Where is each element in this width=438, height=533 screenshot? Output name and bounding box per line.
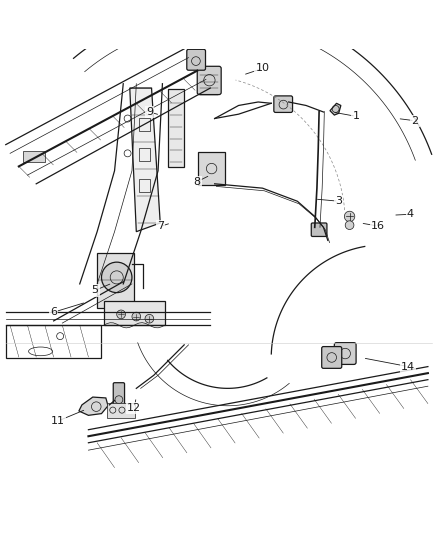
Circle shape — [117, 310, 125, 319]
Polygon shape — [79, 397, 108, 415]
Text: 8: 8 — [194, 176, 201, 187]
FancyBboxPatch shape — [23, 151, 45, 162]
FancyBboxPatch shape — [104, 301, 165, 325]
FancyBboxPatch shape — [322, 346, 342, 368]
Text: 11: 11 — [51, 416, 65, 426]
Circle shape — [102, 262, 132, 293]
FancyBboxPatch shape — [107, 403, 135, 417]
Text: 3: 3 — [335, 196, 342, 206]
Circle shape — [132, 312, 141, 321]
FancyBboxPatch shape — [334, 343, 356, 365]
FancyBboxPatch shape — [197, 66, 221, 94]
FancyBboxPatch shape — [274, 96, 293, 112]
Polygon shape — [130, 88, 160, 232]
Circle shape — [345, 221, 354, 230]
Text: 12: 12 — [127, 403, 141, 413]
Text: 14: 14 — [401, 361, 415, 372]
FancyBboxPatch shape — [187, 50, 205, 70]
FancyBboxPatch shape — [198, 152, 225, 185]
Text: 6: 6 — [50, 307, 57, 317]
Text: 16: 16 — [371, 221, 385, 231]
Text: 9: 9 — [146, 107, 153, 117]
FancyBboxPatch shape — [168, 90, 184, 167]
Circle shape — [344, 211, 355, 222]
Text: 2: 2 — [411, 116, 418, 126]
Text: 4: 4 — [407, 209, 414, 219]
Polygon shape — [330, 103, 341, 115]
Text: 5: 5 — [92, 286, 99, 295]
Circle shape — [145, 314, 154, 323]
FancyBboxPatch shape — [311, 223, 327, 237]
FancyBboxPatch shape — [97, 254, 134, 308]
Text: 7: 7 — [157, 221, 164, 231]
Text: 10: 10 — [255, 63, 269, 74]
FancyBboxPatch shape — [113, 383, 124, 405]
Text: 1: 1 — [353, 111, 360, 122]
